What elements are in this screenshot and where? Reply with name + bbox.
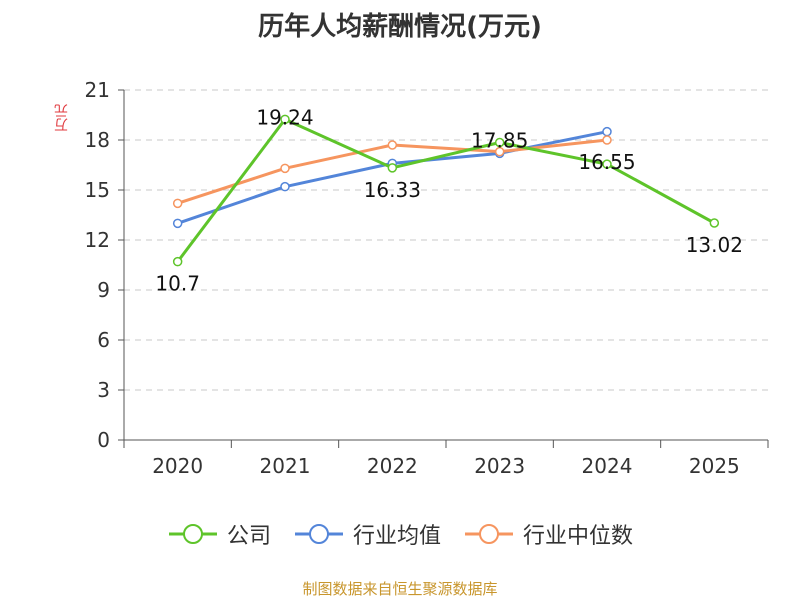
data-label: 13.02	[686, 233, 743, 257]
y-tick-label: 15	[85, 178, 110, 202]
data-label: 16.55	[578, 150, 635, 174]
data-point-行业中位数	[387, 140, 398, 150]
legend-line-marker-icon	[294, 524, 343, 544]
data-point-行业均值	[172, 218, 183, 229]
y-tick-label: 9	[97, 278, 110, 302]
x-tick-label: 2020	[152, 454, 203, 478]
x-tick-label: 2021	[260, 454, 311, 478]
data-label: 10.7	[155, 272, 200, 296]
y-tick-label: 6	[97, 328, 110, 352]
legend-label: 公司	[226, 524, 271, 549]
data-point-公司	[602, 159, 612, 169]
y-tick-label: 21	[85, 78, 110, 102]
legend-item[interactable]: 行业中位数	[463, 518, 633, 550]
data-point-公司	[387, 163, 398, 173]
legend-line-marker-icon	[465, 524, 513, 544]
legend-line-marker-icon	[168, 524, 217, 544]
data-label: 17.85	[471, 129, 528, 153]
chart-title: 历年人均薪酬情况(万元)	[258, 12, 542, 42]
series-lines	[172, 114, 720, 267]
data-point-行业中位数	[602, 135, 612, 145]
data-point-行业均值	[280, 181, 290, 192]
data-labels: 10.7 19.24 16.33 17.85 16.55 13.02	[155, 105, 743, 295]
source-note: 制图数据来自恒生聚源数据库	[302, 580, 498, 598]
data-point-行业均值	[602, 126, 612, 137]
y-tick-label: 0	[97, 428, 110, 452]
data-point-公司	[280, 114, 290, 125]
grid-lines	[124, 89, 768, 391]
series-line-公司	[176, 117, 716, 263]
axes: 0 3 6 9 12 15 18 21 2020 2021 2022 2023 2024 2025	[85, 78, 769, 478]
data-label: 16.33	[364, 178, 421, 202]
data-point-行业中位数	[172, 198, 183, 209]
data-point-行业中位数	[280, 163, 290, 174]
legend-label: 行业均值	[352, 524, 441, 549]
y-tick-label: 12	[85, 228, 110, 252]
x-tick-label: 2023	[474, 454, 525, 478]
legend: 公司 行业均值 行业中位数	[0, 518, 800, 550]
x-tick-label: 2024	[582, 454, 633, 478]
legend-item[interactable]: 公司	[167, 518, 271, 550]
y-tick-label: 18	[85, 128, 110, 152]
legend-item[interactable]: 行业均值	[293, 518, 441, 550]
data-label: 19.24	[256, 105, 313, 129]
x-tick-label: 2025	[689, 454, 740, 478]
data-point-公司	[709, 218, 720, 228]
data-point-公司	[172, 256, 183, 267]
y-tick-label: 3	[97, 378, 110, 402]
x-tick-label: 2022	[367, 454, 418, 478]
data-point-公司	[494, 137, 505, 148]
data-point-行业中位数	[494, 146, 505, 157]
legend-label: 行业中位数	[523, 524, 634, 549]
